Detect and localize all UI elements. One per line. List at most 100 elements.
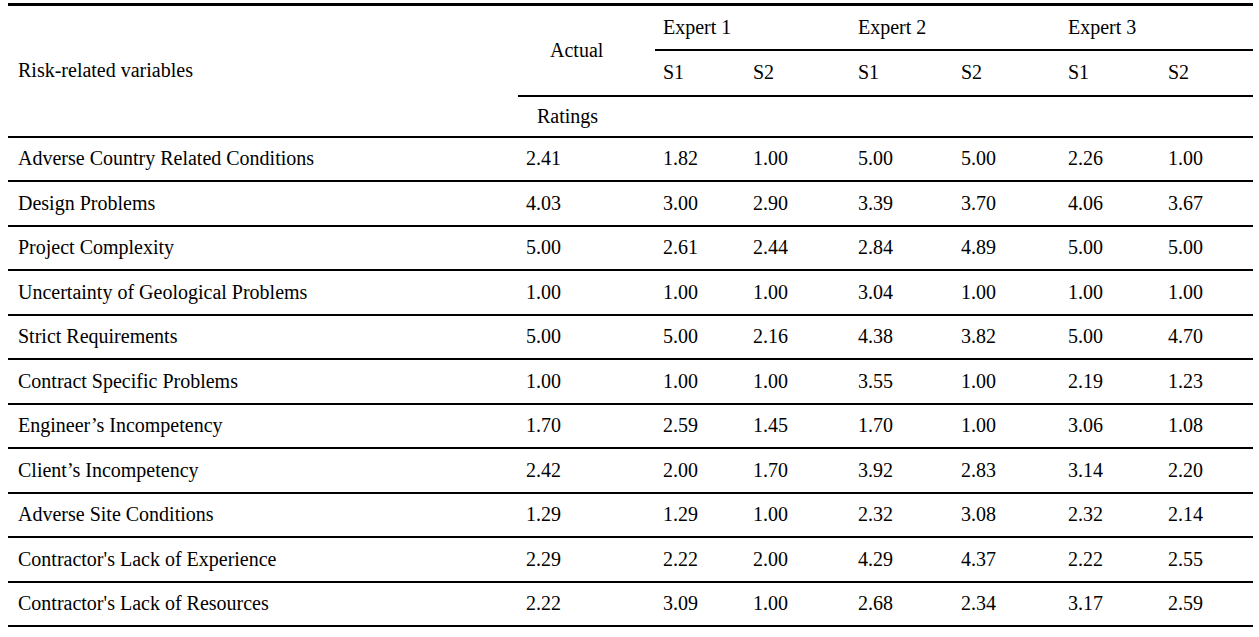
expert-rating-cell: 5.00 — [1060, 226, 1160, 271]
row-label: Contract Specific Problems — [8, 359, 518, 404]
expert-rating-cell: 4.29 — [850, 537, 953, 582]
row-label: Client’s Incompetency — [8, 448, 518, 493]
actual-rating-cell: 5.00 — [518, 315, 655, 360]
row-label: Contractor's Lack of Experience — [8, 537, 518, 582]
expert-rating-cell: 2.14 — [1160, 493, 1253, 538]
actual-rating-cell: 2.22 — [518, 582, 655, 627]
table-row: Engineer’s Incompetency1.702.591.451.701… — [8, 404, 1253, 449]
column-header-expert-3: Expert 3 — [1060, 5, 1253, 50]
expert-rating-cell: 2.22 — [655, 537, 745, 582]
expert-rating-cell: 4.37 — [953, 537, 1060, 582]
expert-rating-cell: 1.08 — [1160, 404, 1253, 449]
expert-rating-cell: 2.19 — [1060, 359, 1160, 404]
expert-rating-cell: 2.20 — [1160, 448, 1253, 493]
row-label: Project Complexity — [8, 226, 518, 271]
actual-rating-cell: 1.29 — [518, 493, 655, 538]
row-label: Uncertainty of Geological Problems — [8, 270, 518, 315]
row-label: Adverse Site Conditions — [8, 493, 518, 538]
table-row: Design Problems4.033.002.903.393.704.063… — [8, 181, 1253, 226]
expert-rating-cell: 3.55 — [850, 359, 953, 404]
expert-rating-cell: 2.00 — [655, 448, 745, 493]
expert-rating-cell: 4.89 — [953, 226, 1060, 271]
subheader-expert3-s1: S1 — [1060, 50, 1160, 96]
expert-rating-cell: 3.04 — [850, 270, 953, 315]
empty-cell — [953, 96, 1060, 137]
expert-rating-cell: 1.00 — [1160, 137, 1253, 182]
subheader-expert2-s1: S1 — [850, 50, 953, 96]
header-row-groups: Risk-related variables Actual Expert 1 E… — [8, 5, 1253, 50]
row-header-label: Risk-related variables — [8, 5, 518, 137]
expert-rating-cell: 2.61 — [655, 226, 745, 271]
expert-rating-cell: 3.82 — [953, 315, 1060, 360]
expert-rating-cell: 2.59 — [655, 404, 745, 449]
expert-rating-cell: 2.16 — [745, 315, 850, 360]
expert-rating-cell: 2.44 — [745, 226, 850, 271]
actual-rating-cell: 1.70 — [518, 404, 655, 449]
actual-rating-cell: 2.42 — [518, 448, 655, 493]
expert-rating-cell: 1.45 — [745, 404, 850, 449]
table-body: Adverse Country Related Conditions2.411.… — [8, 137, 1253, 627]
actual-rating-cell: 2.41 — [518, 137, 655, 182]
actual-rating-cell: 5.00 — [518, 226, 655, 271]
expert-rating-cell: 1.00 — [745, 493, 850, 538]
expert-rating-cell: 4.38 — [850, 315, 953, 360]
column-header-expert-1: Expert 1 — [655, 5, 850, 50]
expert-rating-cell: 2.55 — [1160, 537, 1253, 582]
table-row: Client’s Incompetency2.422.001.703.922.8… — [8, 448, 1253, 493]
expert-rating-cell: 5.00 — [1060, 315, 1160, 360]
expert-rating-cell: 4.06 — [1060, 181, 1160, 226]
expert-rating-cell: 3.67 — [1160, 181, 1253, 226]
table-row: Strict Requirements5.005.002.164.383.825… — [8, 315, 1253, 360]
empty-cell — [850, 96, 953, 137]
expert-rating-cell: 5.00 — [1160, 226, 1253, 271]
subheader-expert1-s2: S2 — [745, 50, 850, 96]
expert-rating-cell: 2.84 — [850, 226, 953, 271]
expert-rating-cell: 2.68 — [850, 582, 953, 627]
table-row: Adverse Site Conditions1.291.291.002.323… — [8, 493, 1253, 538]
expert-rating-cell: 1.00 — [655, 270, 745, 315]
column-header-expert-2: Expert 2 — [850, 5, 1060, 50]
expert-rating-cell: 2.83 — [953, 448, 1060, 493]
expert-rating-cell: 1.00 — [745, 270, 850, 315]
expert-rating-cell: 1.29 — [655, 493, 745, 538]
expert-rating-cell: 3.17 — [1060, 582, 1160, 627]
expert-rating-cell: 5.00 — [850, 137, 953, 182]
expert-rating-cell: 2.34 — [953, 582, 1060, 627]
expert-rating-cell: 3.08 — [953, 493, 1060, 538]
expert-rating-cell: 1.00 — [745, 137, 850, 182]
actual-rating-cell: 1.00 — [518, 359, 655, 404]
empty-cell — [1160, 96, 1253, 137]
actual-rating-cell: 2.29 — [518, 537, 655, 582]
expert-rating-cell: 1.00 — [1060, 270, 1160, 315]
expert-rating-cell: 1.00 — [953, 359, 1060, 404]
subheader-ratings: Ratings — [518, 96, 655, 137]
expert-rating-cell: 3.00 — [655, 181, 745, 226]
actual-rating-cell: 4.03 — [518, 181, 655, 226]
table-row: Contractor's Lack of Experience2.292.222… — [8, 537, 1253, 582]
risk-ratings-table: Risk-related variables Actual Expert 1 E… — [8, 3, 1253, 627]
actual-rating-cell: 1.00 — [518, 270, 655, 315]
table-row: Contractor's Lack of Resources2.223.091.… — [8, 582, 1253, 627]
subheader-expert3-s2: S2 — [1160, 50, 1253, 96]
expert-rating-cell: 5.00 — [655, 315, 745, 360]
expert-rating-cell: 3.14 — [1060, 448, 1160, 493]
expert-rating-cell: 3.70 — [953, 181, 1060, 226]
expert-rating-cell: 3.39 — [850, 181, 953, 226]
expert-rating-cell: 3.06 — [1060, 404, 1160, 449]
subheader-expert1-s1: S1 — [655, 50, 745, 96]
expert-rating-cell: 2.90 — [745, 181, 850, 226]
expert-rating-cell: 1.70 — [850, 404, 953, 449]
row-label: Contractor's Lack of Resources — [8, 582, 518, 627]
expert-rating-cell: 1.70 — [745, 448, 850, 493]
expert-rating-cell: 1.00 — [953, 404, 1060, 449]
row-label: Design Problems — [8, 181, 518, 226]
row-label: Strict Requirements — [8, 315, 518, 360]
expert-rating-cell: 4.70 — [1160, 315, 1253, 360]
expert-rating-cell: 2.22 — [1060, 537, 1160, 582]
subheader-expert2-s2: S2 — [953, 50, 1060, 96]
expert-rating-cell: 2.32 — [850, 493, 953, 538]
expert-rating-cell: 2.32 — [1060, 493, 1160, 538]
table-row: Contract Specific Problems1.001.001.003.… — [8, 359, 1253, 404]
expert-rating-cell: 5.00 — [953, 137, 1060, 182]
empty-cell — [655, 96, 745, 137]
